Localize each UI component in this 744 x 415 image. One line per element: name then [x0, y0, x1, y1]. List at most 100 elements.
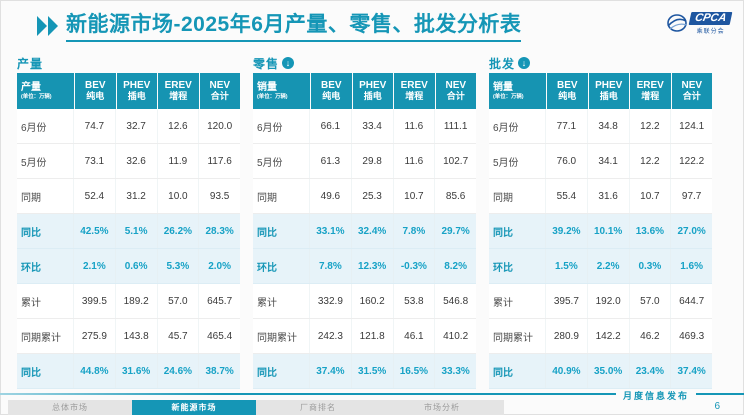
cell-value: 644.7	[679, 295, 705, 307]
table-row: 累计 395.7 192.0 57.0 644.7	[489, 284, 712, 319]
column-header-en: BEV	[84, 80, 106, 91]
column-header: PHEV 插电	[352, 73, 393, 109]
row-label: 同期	[489, 179, 546, 213]
cell-value: 120.0	[207, 120, 233, 132]
cell-value: 33.1%	[310, 214, 352, 248]
logo-brand-text: CPCA	[688, 11, 733, 25]
cell-value: 0.6%	[116, 249, 158, 283]
production-table: 产量 (单位：万辆) BEV 纯电 PHEV 插电 EREV 增程 NEV 合计 6月份 74.7 32…	[17, 73, 240, 389]
table-row: 同期累计 242.3 121.8 46.1 410.2	[253, 319, 476, 354]
nav-tab-总体市场[interactable]: 总体市场	[8, 400, 132, 415]
cell-value: 11.9	[158, 144, 200, 178]
cell-value: 32.4%	[352, 214, 394, 248]
cell-value: 23.4%	[630, 354, 672, 388]
cell-value: -0.3%	[394, 249, 436, 283]
row-label: 同比	[253, 214, 310, 248]
row-label: 同比	[253, 354, 310, 388]
cell-value: 1.6%	[680, 260, 704, 272]
cell-value: 74.7	[74, 109, 116, 143]
row-label-header: 销量 (单位：万辆)	[489, 73, 546, 109]
cell-value: 102.7	[443, 155, 469, 167]
section-header: 批发 ↓	[489, 55, 712, 71]
table-row: 同期 55.4 31.6 10.7 97.7	[489, 179, 712, 214]
section-title: 零售	[253, 56, 280, 71]
column-header-en: NEV	[681, 80, 703, 91]
table-header-row: 产量 (单位：万辆) BEV 纯电 PHEV 插电 EREV 增程 NEV 合计	[17, 73, 240, 109]
table-row: 环比 7.8% 12.3% -0.3% 8.2%	[253, 249, 476, 284]
column-header-en: BEV	[556, 80, 578, 91]
row-label: 5月份	[17, 144, 74, 178]
cell-value: 26.2%	[158, 214, 200, 248]
row-label: 累计	[253, 284, 310, 318]
cell-value: 53.8	[394, 284, 436, 318]
cell-value: 33.3%	[441, 365, 470, 377]
retail-table: 销量 (单位：万辆) BEV 纯电 PHEV 插电 EREV 增程 NEV 合计 6月份 66.1 33…	[253, 73, 476, 389]
cell-value: 31.2	[116, 179, 158, 213]
globe-icon	[667, 14, 688, 32]
retail-section: 零售 ↓ 销量 (单位：万辆) BEV 纯电 PHEV 插电 EREV 增程 NEV 合计 6月份 6…	[253, 55, 476, 389]
cell-value: 24.6%	[158, 354, 200, 388]
row-label: 环比	[489, 249, 546, 283]
cell-value: 1.5%	[546, 249, 588, 283]
cell-value: 465.4	[207, 330, 233, 342]
cell-value: 0.3%	[630, 249, 672, 283]
cell-value: 37.4%	[310, 354, 352, 388]
cell-value: 10.0	[158, 179, 200, 213]
cell-value: 12.6	[158, 109, 200, 143]
cell-value: 275.9	[74, 319, 116, 353]
section-title: 批发	[489, 56, 516, 71]
header-label-text: 销量	[493, 81, 513, 93]
row-label: 5月份	[489, 144, 546, 178]
cell-value: 57.0	[158, 284, 200, 318]
cell-value: 16.5%	[394, 354, 436, 388]
row-label: 同期累计	[489, 319, 546, 353]
header-unit-text: (单位：万辆)	[21, 93, 52, 100]
cell-value: 399.5	[74, 284, 116, 318]
cell-value: 13.6%	[630, 214, 672, 248]
cell-value: 25.3	[352, 179, 394, 213]
cell-value: 2.1%	[74, 249, 116, 283]
column-header-en: EREV	[164, 80, 192, 91]
cell-value: 11.6	[394, 109, 436, 143]
cell-value: 31.6	[588, 179, 630, 213]
row-label: 6月份	[253, 109, 310, 143]
nav-tab-厂商排名[interactable]: 厂商排名	[256, 400, 380, 415]
row-label-header: 销量 (单位：万辆)	[253, 73, 310, 109]
column-header-zh: 插电	[599, 91, 618, 101]
cell-value: 7.8%	[394, 214, 436, 248]
cell-value: 38.7%	[205, 365, 234, 377]
wholesale-table: 销量 (单位：万辆) BEV 纯电 PHEV 插电 EREV 增程 NEV 合计 6月份 77.1 34…	[489, 73, 712, 389]
column-header-zh: 纯电	[558, 91, 577, 101]
double-chevron-icon	[37, 16, 58, 36]
column-header: EREV 增程	[394, 73, 435, 109]
cell-value: 32.6	[116, 144, 158, 178]
cell-value: 395.7	[546, 284, 588, 318]
cell-value: 55.4	[546, 179, 588, 213]
column-header: EREV 增程	[630, 73, 671, 109]
column-header-zh: 纯电	[86, 91, 105, 101]
row-label: 同期累计	[253, 319, 310, 353]
table-row: 同比 40.9% 35.0% 23.4% 37.4%	[489, 354, 712, 389]
cell-value: 12.3%	[352, 249, 394, 283]
row-label: 环比	[17, 249, 74, 283]
table-row: 环比 2.1% 0.6% 5.3% 2.0%	[17, 249, 240, 284]
column-header-en: EREV	[636, 80, 664, 91]
down-arrow-icon: ↓	[282, 57, 295, 69]
table-row: 累计 332.9 160.2 53.8 546.8	[253, 284, 476, 319]
column-header-en: PHEV	[123, 80, 151, 91]
cell-value: 12.2	[630, 144, 672, 178]
row-label: 同比	[489, 354, 546, 388]
cell-value: 31.6%	[116, 354, 158, 388]
cell-value: 2.2%	[588, 249, 630, 283]
column-header: NEV 合计	[199, 73, 240, 109]
column-header: PHEV 插电	[588, 73, 629, 109]
nav-tab-新能源市场[interactable]: 新能源市场	[132, 400, 256, 415]
table-row: 同比 44.8% 31.6% 24.6% 38.7%	[17, 354, 240, 389]
column-header: PHEV 插电	[116, 73, 157, 109]
nav-tab-市场分析[interactable]: 市场分析	[380, 400, 504, 415]
cell-value: 2.0%	[208, 260, 232, 272]
table-row: 6月份 74.7 32.7 12.6 120.0	[17, 109, 240, 144]
cell-value: 34.8	[588, 109, 630, 143]
section-header: 零售 ↓	[253, 55, 476, 71]
